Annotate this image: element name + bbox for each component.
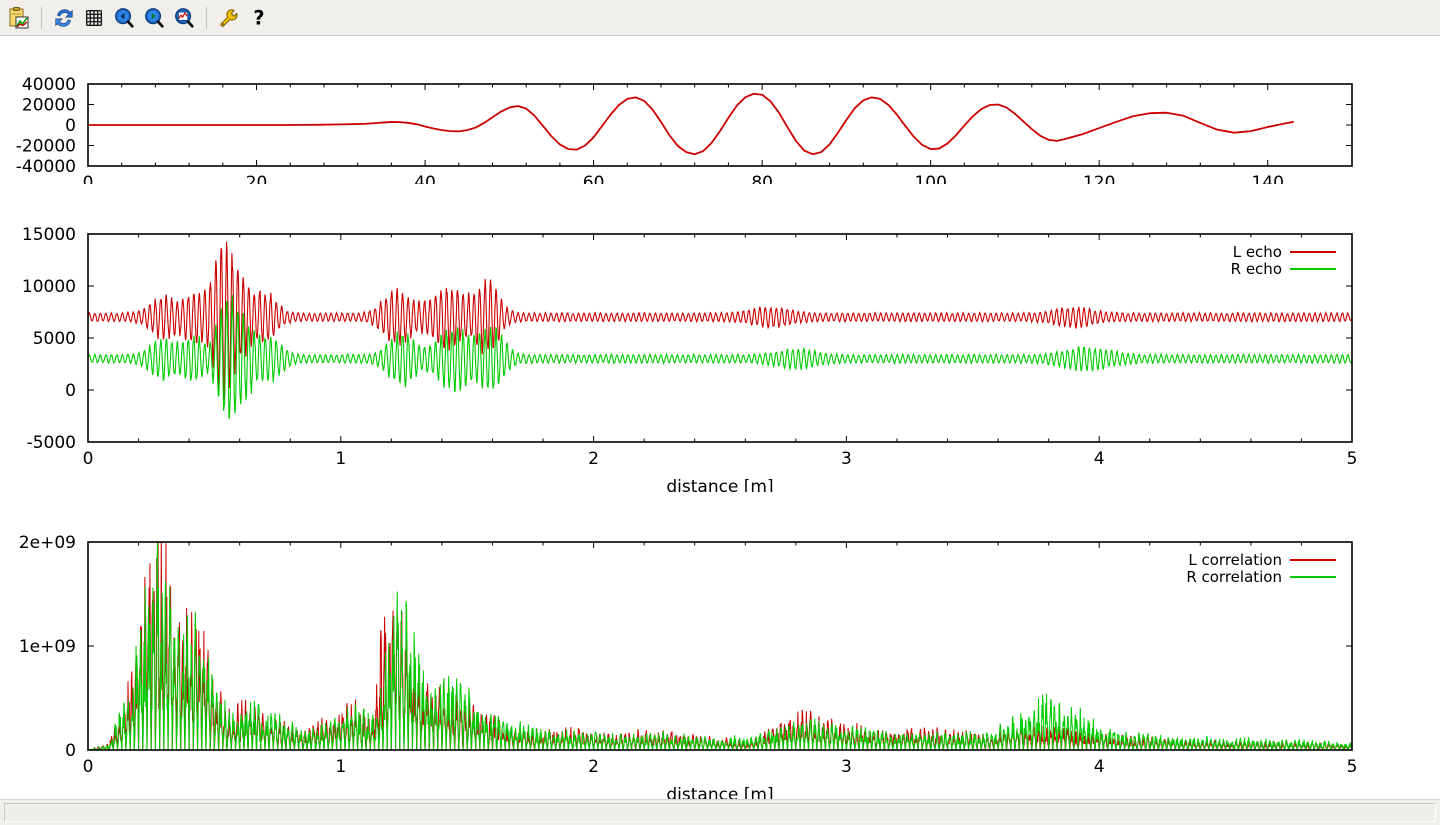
svg-text:0: 0 (65, 741, 76, 761)
help-button[interactable]: ? (245, 4, 273, 32)
svg-text:0: 0 (65, 116, 76, 136)
magnifier-left-arrow-icon (115, 7, 134, 28)
replot-button[interactable] (50, 4, 78, 32)
chirp-plot[interactable]: 0 20 40 60 80 100 120 140 -40000 -20000 0 20000 4000… (0, 36, 1440, 184)
toolbar: ? (0, 0, 1440, 36)
svg-text:L correlation: L correlation (1188, 551, 1282, 569)
svg-text:20: 20 (246, 173, 268, 184)
svg-text:60: 60 (583, 173, 605, 184)
separator-2 (206, 6, 207, 29)
svg-text:R correlation: R correlation (1186, 568, 1282, 586)
svg-text:20000: 20000 (22, 96, 76, 116)
toggle-grid-button[interactable] (80, 4, 108, 32)
svg-text:distance [m]: distance [m] (666, 785, 773, 799)
correlation-plot[interactable]: 0 1 2 3 4 5 0 1e+09 2e+09 distance [m] L correlati… (0, 492, 1440, 799)
settings-button[interactable] (215, 4, 243, 32)
svg-text:4: 4 (1094, 757, 1105, 777)
svg-text:80: 80 (751, 173, 773, 184)
svg-text:distance [m]: distance [m] (666, 477, 773, 492)
refresh-icon (55, 8, 73, 27)
svg-text:2: 2 (588, 449, 599, 469)
status-bar (0, 799, 1440, 825)
separator-1 (41, 6, 42, 29)
zoom-next-button[interactable] (140, 4, 168, 32)
svg-text:4: 4 (1094, 449, 1105, 469)
svg-text:2: 2 (588, 757, 599, 777)
svg-text:0: 0 (65, 381, 76, 401)
magnifier-chart-icon (175, 7, 194, 28)
svg-text:1: 1 (335, 757, 346, 777)
question-mark-icon: ? (253, 7, 264, 29)
svg-text:5: 5 (1347, 757, 1358, 777)
svg-text:0: 0 (83, 757, 94, 777)
svg-text:L echo: L echo (1233, 243, 1282, 261)
clipboard-chart-icon (9, 6, 29, 28)
svg-text:-5000: -5000 (27, 433, 76, 453)
zoom-previous-button[interactable] (110, 4, 138, 32)
autoscale-button[interactable] (170, 4, 198, 32)
plot-area: 0 20 40 60 80 100 120 140 -40000 -20000 0 20000 4000… (0, 36, 1440, 799)
svg-text:40: 40 (414, 173, 436, 184)
svg-text:R echo: R echo (1231, 260, 1282, 278)
svg-text:100: 100 (914, 173, 946, 184)
svg-text:1e+09: 1e+09 (19, 637, 76, 657)
svg-text:15000: 15000 (22, 225, 76, 245)
svg-text:2e+09: 2e+09 (19, 533, 76, 553)
svg-text:-40000: -40000 (16, 157, 76, 177)
svg-text:40000: 40000 (22, 75, 76, 95)
svg-text:10000: 10000 (22, 277, 76, 297)
status-text (4, 803, 1436, 822)
svg-text:?: ? (253, 7, 264, 29)
svg-text:140: 140 (1252, 173, 1284, 184)
magnifier-right-arrow-icon (145, 7, 164, 28)
svg-text:0: 0 (83, 449, 94, 469)
svg-text:3: 3 (841, 449, 852, 469)
svg-text:5: 5 (1347, 449, 1358, 469)
svg-text:1: 1 (335, 449, 346, 469)
wrench-icon (220, 8, 238, 27)
svg-text:-20000: -20000 (16, 137, 76, 157)
grid-icon (85, 9, 103, 26)
svg-text:3: 3 (841, 757, 852, 777)
svg-text:0: 0 (83, 173, 94, 184)
echo-plot[interactable]: 0 1 2 3 4 5 -5000 0 5000 10000 15000 distance [m] L … (0, 184, 1440, 492)
svg-text:5000: 5000 (33, 329, 76, 349)
svg-text:120: 120 (1083, 173, 1115, 184)
copy-to-clipboard-button[interactable] (5, 4, 33, 32)
